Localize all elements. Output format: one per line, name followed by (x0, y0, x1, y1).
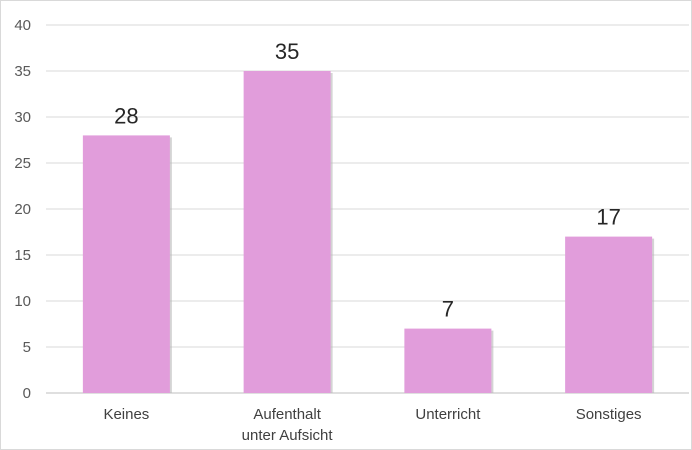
y-axis-ticks: 0 5 10 15 20 25 30 35 40 (14, 17, 31, 402)
data-label: 7 (442, 297, 454, 322)
x-category-label: unter Aufsicht (242, 427, 334, 444)
x-category-label: Aufenthalt (253, 406, 321, 423)
y-tick-label: 25 (14, 155, 31, 172)
data-labels: 28 35 7 17 (114, 39, 621, 322)
x-category-label: Sonstiges (576, 406, 642, 423)
bar (82, 135, 170, 393)
bar (404, 328, 492, 393)
y-tick-label: 20 (14, 201, 31, 218)
data-label: 35 (275, 39, 299, 64)
data-label: 17 (596, 205, 620, 230)
bar (565, 236, 653, 393)
bars (82, 71, 655, 393)
bar (243, 71, 331, 393)
x-category-label: Keines (103, 406, 149, 423)
y-tick-label: 40 (14, 17, 31, 34)
y-tick-label: 30 (14, 109, 31, 126)
x-axis-categories: Keines Aufenthalt unter Aufsicht Unterricht… (103, 406, 641, 444)
y-tick-label: 0 (23, 385, 31, 402)
y-tick-label: 5 (23, 339, 31, 356)
x-category-label: Unterricht (415, 406, 481, 423)
y-tick-label: 35 (14, 63, 31, 80)
y-tick-label: 10 (14, 293, 31, 310)
data-label: 28 (114, 103, 138, 128)
y-tick-label: 15 (14, 247, 31, 264)
